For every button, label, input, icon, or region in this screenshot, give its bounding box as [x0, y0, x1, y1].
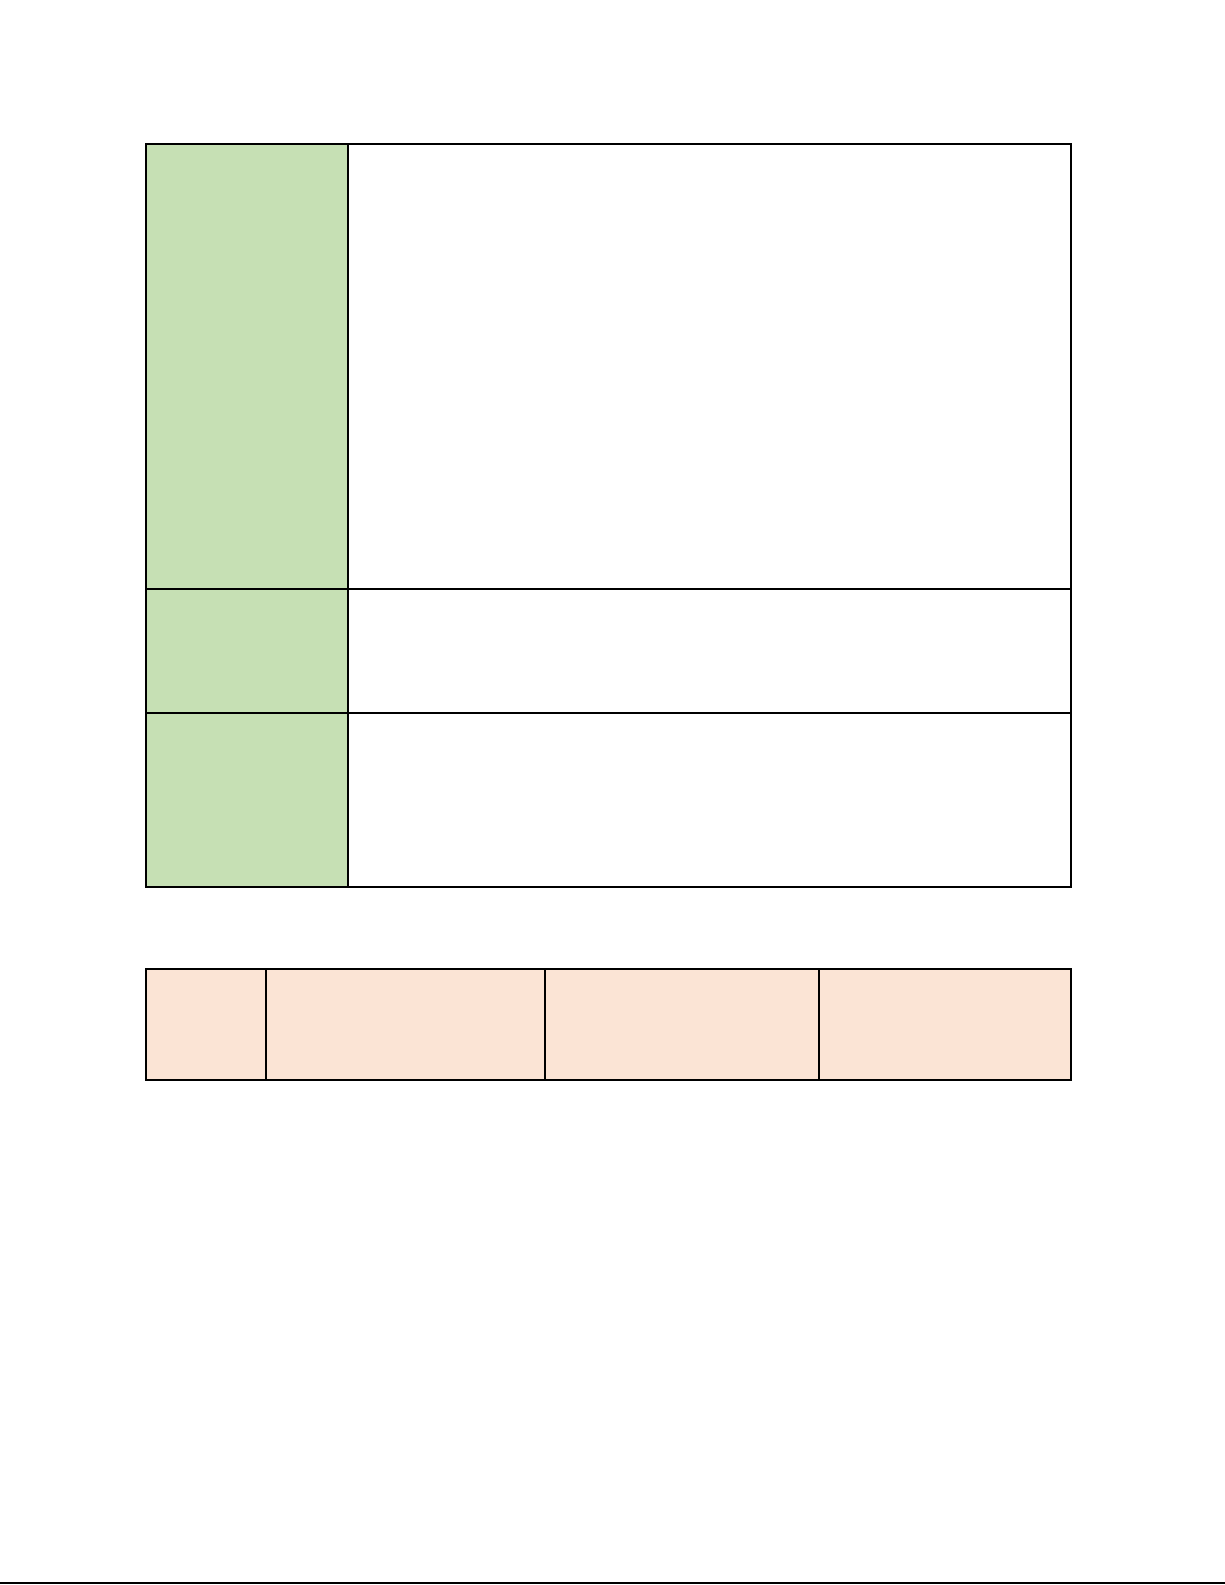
header-cell[interactable] — [818, 968, 1072, 1081]
page-divider — [0, 1582, 1225, 1584]
label-cell[interactable] — [145, 588, 349, 714]
table-row — [145, 143, 1072, 590]
value-cell[interactable] — [347, 712, 1072, 888]
header-cell[interactable] — [544, 968, 820, 1081]
table-row — [145, 712, 1072, 888]
label-cell[interactable] — [145, 712, 349, 888]
header-cell[interactable] — [145, 968, 267, 1081]
value-cell[interactable] — [347, 143, 1072, 590]
label-cell[interactable] — [145, 143, 349, 590]
table-row — [145, 968, 1072, 1081]
header-cell[interactable] — [265, 968, 546, 1081]
info-table — [145, 143, 1072, 888]
value-cell[interactable] — [347, 588, 1072, 714]
header-table — [145, 968, 1072, 1081]
table-row — [145, 588, 1072, 714]
